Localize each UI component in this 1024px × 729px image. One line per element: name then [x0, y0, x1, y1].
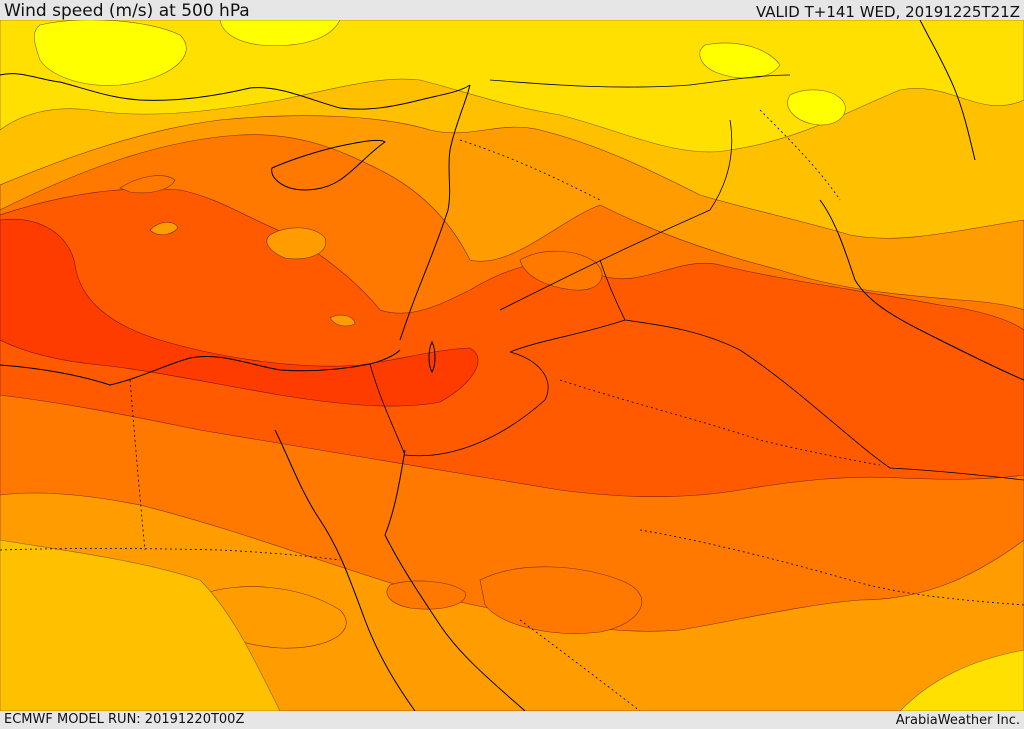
wind-cell-south-1: [386, 580, 466, 610]
border-internal-5: [519, 619, 641, 711]
border-iraq-saudi: [499, 119, 733, 311]
wind-cell-center-2: [329, 314, 356, 327]
wind-band-north-lightest-1: [33, 20, 187, 86]
valid-time: VALID T+141 WED, 20191225T21Z: [755, 3, 1020, 21]
border-internal-1: [559, 379, 881, 466]
wind-band-jet-core: [0, 218, 479, 407]
model-run: ECMWF MODEL RUN: 20191220T00Z: [4, 712, 245, 727]
border-jordan: [599, 259, 1024, 481]
wind-cell-east-1: [519, 250, 603, 291]
wind-cell-west-2: [149, 221, 179, 236]
border-internal-4: [459, 139, 601, 201]
border-sinai: [369, 351, 549, 457]
wind-cell-west-1: [119, 175, 176, 194]
wind-cell-center-1: [266, 227, 327, 260]
wind-band-north-light: [0, 20, 1024, 153]
map-footer: ECMWF MODEL RUN: 20191220T00Z ArabiaWeat…: [0, 711, 1024, 729]
wind-speed-map: [0, 20, 1024, 711]
map-canvas: [0, 20, 1024, 711]
wind-cell-southeast-2: [479, 566, 643, 634]
wind-band-north-lightest-2: [219, 20, 341, 46]
coastline-red-sea-east: [384, 449, 526, 711]
coastline-levant: [399, 84, 471, 341]
border-saudi-west: [509, 319, 626, 353]
coastline-persian-gulf: [819, 199, 1024, 381]
wind-band-southwest: [0, 539, 281, 711]
coastline-turkey: [0, 73, 471, 110]
wind-band-red-orange: [0, 188, 1024, 498]
coastline-cyprus: [271, 139, 386, 191]
border-egypt-sudan: [0, 548, 341, 561]
dead-sea: [428, 340, 436, 374]
border-internal-2: [639, 529, 1024, 606]
coastline-red-sea-west: [274, 429, 416, 711]
coastline-caspian: [919, 20, 976, 161]
map-title: Wind speed (m/s) at 500 hPa: [4, 1, 250, 21]
borders: [0, 74, 1024, 711]
wind-band-northeast-lightest: [787, 89, 846, 126]
credit-label: ArabiaWeather Inc.: [895, 713, 1020, 728]
border-syria-iraq: [489, 74, 791, 88]
map-header: Wind speed (m/s) at 500 hPa VALID T+141 …: [0, 0, 1024, 20]
border-libya-egypt: [129, 379, 146, 551]
